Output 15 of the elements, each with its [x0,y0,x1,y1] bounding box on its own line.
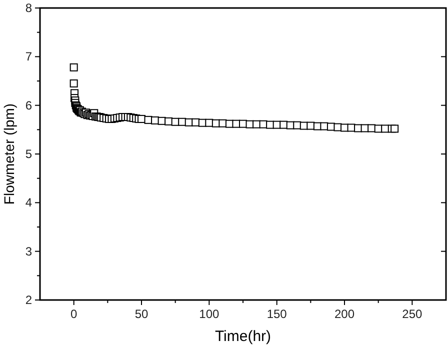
x-tick-label: 250 [402,307,422,321]
y-tick-label: 6 [25,98,32,112]
x-tick-label: 50 [134,307,148,321]
x-tick-label: 100 [199,307,220,321]
y-tick-label: 5 [25,147,32,161]
y-tick-label: 7 [25,50,32,64]
y-tick-label: 3 [25,244,32,258]
x-tick-label: 150 [266,307,288,321]
x-tick-label: 200 [334,307,355,321]
y-tick-label: 8 [25,1,32,15]
y-tick-label: 4 [25,196,32,210]
x-tick-label: 0 [70,307,78,321]
x-axis-title: Time(hr) [214,328,272,345]
y-axis-title: Flowmeter (lpm) [1,103,17,205]
y-tick-label: 2 [25,293,32,307]
